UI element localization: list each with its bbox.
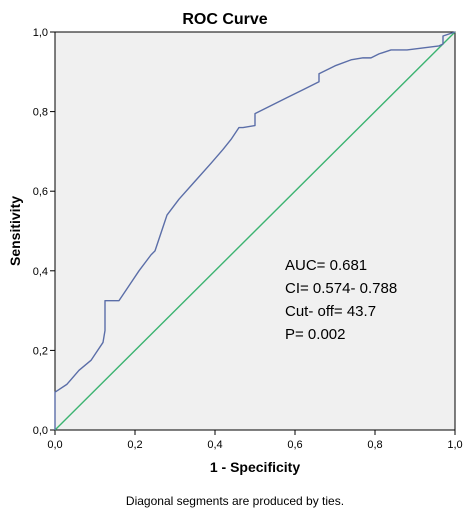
y-tick-label: 0,4 [33, 266, 48, 278]
x-tick-label: 1,0 [447, 439, 462, 451]
y-axis-label: Sensitivity [7, 196, 23, 266]
y-tick-label: 0,0 [33, 425, 48, 437]
footnote: Diagonal segments are produced by ties. [126, 494, 344, 508]
chart-title: ROC Curve [182, 11, 267, 28]
reference-diagonal-line [54, 31, 456, 431]
y-tick-label: 0,2 [33, 345, 48, 357]
series-layer [54, 31, 456, 431]
x-tick-label: 0,6 [287, 439, 302, 451]
y-tick-label: 0,6 [33, 186, 48, 198]
x-tick-label: 0,8 [367, 439, 382, 451]
annotation-cutoff: Cut- off= 43.7 [285, 303, 376, 320]
x-tick-label: 0,4 [207, 439, 222, 451]
x-axis-label: 1 - Specificity [210, 459, 300, 475]
roc-curve-line [54, 31, 456, 430]
x-axis: 0,0 0,2 0,4 0,6 0,8 1,0 [47, 430, 463, 451]
annotation-auc: AUC= 0.681 [285, 257, 367, 274]
y-tick-label: 0,8 [33, 107, 48, 119]
annotation-p-value: P= 0.002 [285, 326, 345, 343]
x-tick-label: 0,0 [47, 439, 62, 451]
x-tick-label: 0,2 [127, 439, 142, 451]
y-axis: 0,0 0,2 0,4 0,6 0,8 1,0 [33, 27, 55, 437]
annotation-ci: CI= 0.574- 0.788 [285, 280, 397, 297]
y-tick-label: 1,0 [33, 27, 48, 39]
